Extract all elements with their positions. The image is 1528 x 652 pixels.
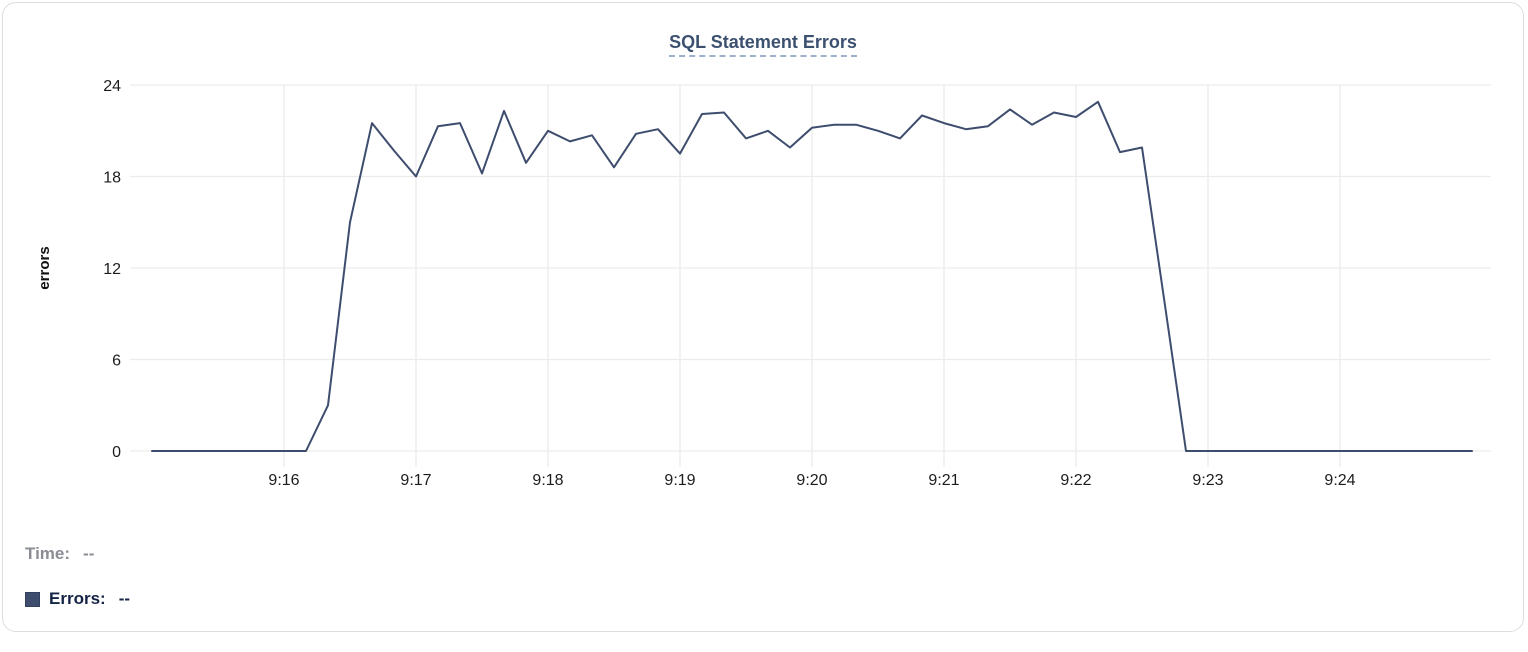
chart-card: SQL Statement Errors 0 6 12 18 24 9:16 9:17 9:1…	[2, 2, 1524, 632]
errors-series-line	[151, 100, 1473, 452]
x-tick-label: 9:19	[664, 472, 695, 489]
y-tick-label: 6	[112, 353, 121, 370]
x-tick-label: 9:23	[1192, 472, 1223, 489]
y-axis-label: errors	[36, 246, 53, 289]
time-value: --	[83, 544, 95, 563]
y-tick-label: 18	[103, 170, 121, 187]
x-tick-label: 9:20	[796, 472, 827, 489]
errors-series-swatch	[25, 591, 40, 607]
x-tick-label: 9:17	[400, 472, 431, 489]
hover-readout-time-row: Time: --	[25, 544, 94, 564]
errors-label: Errors:	[49, 589, 106, 608]
x-tick-label: 9:22	[1060, 472, 1091, 489]
y-tick-label: 0	[112, 444, 121, 461]
chart-title-link[interactable]: SQL Statement Errors	[669, 32, 857, 57]
errors-value: --	[118, 589, 131, 608]
y-tick-label: 24	[103, 78, 121, 95]
hover-readout-errors-row: Errors: --	[25, 589, 130, 609]
x-tick-label: 9:21	[928, 472, 959, 489]
x-tick-label: 9:16	[268, 472, 299, 489]
sql-statement-errors-chart[interactable]: 0 6 12 18 24 9:16 9:17 9:18 9:19 9:20 9:21 9:22 9:23…	[3, 3, 1525, 508]
chart-header: SQL Statement Errors	[3, 32, 1523, 57]
x-tick-label: 9:18	[532, 472, 563, 489]
y-tick-label: 12	[103, 261, 121, 278]
time-label: Time:	[25, 544, 71, 563]
x-tick-label: 9:24	[1324, 472, 1355, 489]
